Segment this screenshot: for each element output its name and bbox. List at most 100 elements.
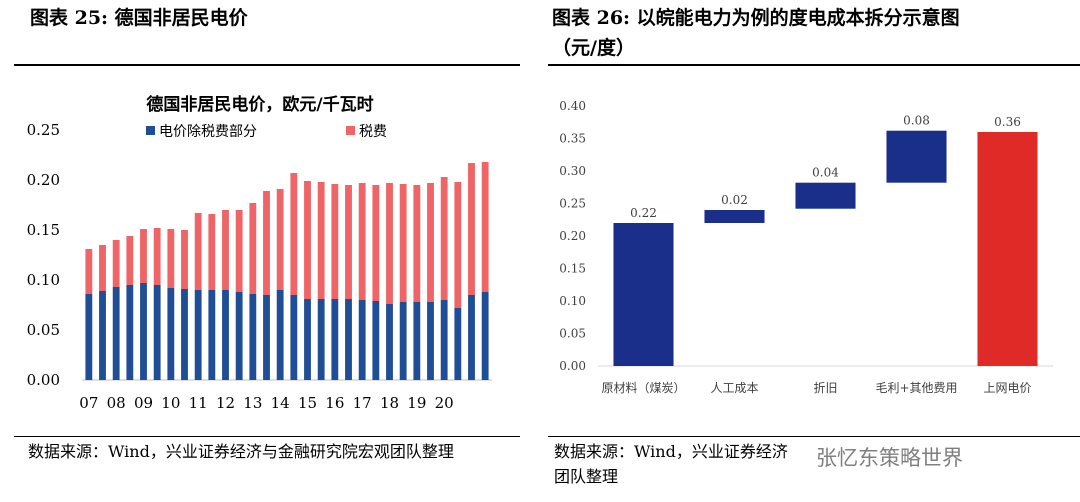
bar-segment-tax [208, 214, 216, 290]
right-waterfall-chart: 0.00 0.05 0.10 0.15 0.20 0.25 0.30 0.35 0.40 0.22… [559, 99, 1053, 395]
x-tick-label: 11 [189, 394, 208, 412]
wechat-watermark: 张忆东策略世界 [816, 446, 963, 470]
bar-segment-tax [399, 184, 407, 302]
left-source-text: 数据来源：Wind，兴业证券经济与金融研究院宏观团队整理 [28, 442, 454, 461]
y-tick-label: 0.20 [27, 171, 60, 189]
y-tick-label: 0.40 [559, 99, 586, 113]
waterfall-bar [795, 182, 856, 209]
bar-segment-tax [249, 203, 257, 294]
x-tick-label: 20 [435, 394, 454, 412]
bar-segment-ex-tax [126, 285, 134, 380]
category-label: 人工成本 [710, 381, 758, 395]
bar-segment-ex-tax [427, 302, 434, 380]
y-tick-label: 0.30 [559, 164, 586, 178]
y-tick-label: 0.00 [559, 359, 586, 373]
x-tick-label: 16 [325, 394, 344, 412]
bar-segment-tax [112, 240, 120, 287]
x-tick-label: 17 [353, 394, 372, 412]
right-title-rule [548, 64, 1080, 66]
x-tick-label: 07 [79, 394, 98, 412]
bar-segment-ex-tax [413, 302, 421, 380]
x-tick-label: 13 [243, 394, 262, 412]
bar-segment-tax [153, 228, 161, 285]
bar-segment-ex-tax [112, 287, 120, 380]
bar-segment-ex-tax [331, 299, 339, 380]
bar-segment-ex-tax [249, 294, 257, 380]
left-chart-container: 德国非居民电价，欧元/千瓦时电价除税费部分 税费 0.00 0.05 0.10 0.15 0… [22, 80, 500, 430]
y-tick-label: 0.25 [27, 121, 60, 139]
bar-segment-tax [276, 189, 284, 290]
bar-segment-ex-tax [194, 290, 202, 380]
bar-segment-ex-tax [317, 299, 325, 380]
bar-segment-tax [358, 183, 366, 300]
y-tick-label: 0.10 [559, 294, 586, 308]
bar-segment-ex-tax [304, 299, 311, 380]
y-tick-label: 0.00 [27, 371, 60, 389]
bar-segment-tax [99, 245, 106, 291]
legend-swatch [346, 126, 355, 135]
x-tick-label: 12 [216, 394, 235, 412]
left-source-rule [14, 436, 520, 437]
y-tick-label: 0.20 [559, 229, 586, 243]
legend-label: 电价除税费部分 [159, 124, 257, 140]
right-source-text-line1: 数据来源：Wind，兴业证券经济 [554, 442, 788, 461]
bar-segment-ex-tax [167, 288, 175, 380]
bar-segment-tax [126, 236, 134, 285]
right-source-text-line2: 团队整理 [554, 467, 619, 486]
left-figure-panel: 图表 25: 德国非居民电价 德国非居民电价，欧元/千瓦时电价除税费部分 税费 0.… [0, 0, 520, 502]
bar-segment-ex-tax [153, 285, 161, 380]
bar-segment-ex-tax [386, 304, 393, 380]
bar-segment-ex-tax [222, 290, 229, 380]
bar-segment-ex-tax [290, 295, 298, 380]
bar-segment-ex-tax [481, 292, 489, 380]
x-tick-label: 15 [298, 394, 317, 412]
y-tick-label: 0.10 [27, 271, 60, 289]
y-tick-label: 0.25 [559, 197, 586, 211]
data-label: 0.04 [812, 166, 839, 180]
legend-swatch [146, 126, 155, 135]
waterfall-bar [977, 132, 1038, 366]
y-tick-label: 0.05 [559, 327, 586, 341]
bar-segment-tax [290, 173, 298, 295]
x-tick-label: 19 [407, 394, 426, 412]
y-tick-label: 0.05 [27, 321, 60, 339]
category-label: 折旧 [813, 380, 837, 395]
bar-segment-tax [345, 185, 352, 299]
bar-segment-tax [427, 183, 434, 302]
bar-segment-ex-tax [399, 302, 407, 380]
y-tick-label: 0.15 [559, 262, 586, 276]
bar-segment-ex-tax [140, 283, 147, 380]
bar-segment-tax [454, 182, 462, 308]
x-tick-label: 10 [161, 394, 180, 412]
right-chart-container: 0.00 0.05 0.10 0.15 0.20 0.25 0.30 0.35 0.40 0.22… [548, 90, 1058, 410]
bar-segment-tax [468, 163, 475, 295]
bar-segment-tax [317, 182, 325, 299]
bar-segment-tax [372, 185, 380, 301]
data-label: 0.22 [630, 206, 657, 220]
left-chart-title: 德国非居民电价，欧元/千瓦时 [146, 94, 373, 115]
x-tick-label: 18 [380, 394, 399, 412]
data-label: 0.08 [903, 114, 930, 128]
category-label: 上网电价 [983, 381, 1031, 395]
waterfall-bar [704, 210, 765, 223]
bar-segment-tax [194, 213, 202, 290]
waterfall-bar [613, 223, 674, 366]
bar-segment-tax [440, 177, 448, 300]
category-label: 原材料（煤炭） [601, 381, 685, 395]
bar-segment-tax [263, 191, 270, 295]
bar-segment-ex-tax [208, 290, 216, 380]
legend-label: 税费 [359, 124, 387, 140]
right-figure-panel: 图表 26: 以皖能电力为例的度电成本拆分示意图 （元/度） 0.00 0.05 0… [548, 0, 1080, 502]
category-label: 毛利+其他费用 [875, 381, 957, 395]
right-figure-title-unit: （元/度） [552, 37, 635, 59]
y-tick-label: 0.15 [27, 221, 60, 239]
bar-segment-tax [85, 249, 93, 294]
bar-segment-ex-tax [345, 299, 352, 380]
y-tick-label: 0.35 [559, 132, 586, 146]
bar-segment-ex-tax [358, 300, 366, 380]
bar-segment-tax [222, 210, 229, 290]
bar-segment-tax [413, 185, 421, 302]
x-tick-label: 08 [107, 394, 126, 412]
left-figure-title: 图表 25: 德国非居民电价 [30, 7, 248, 29]
